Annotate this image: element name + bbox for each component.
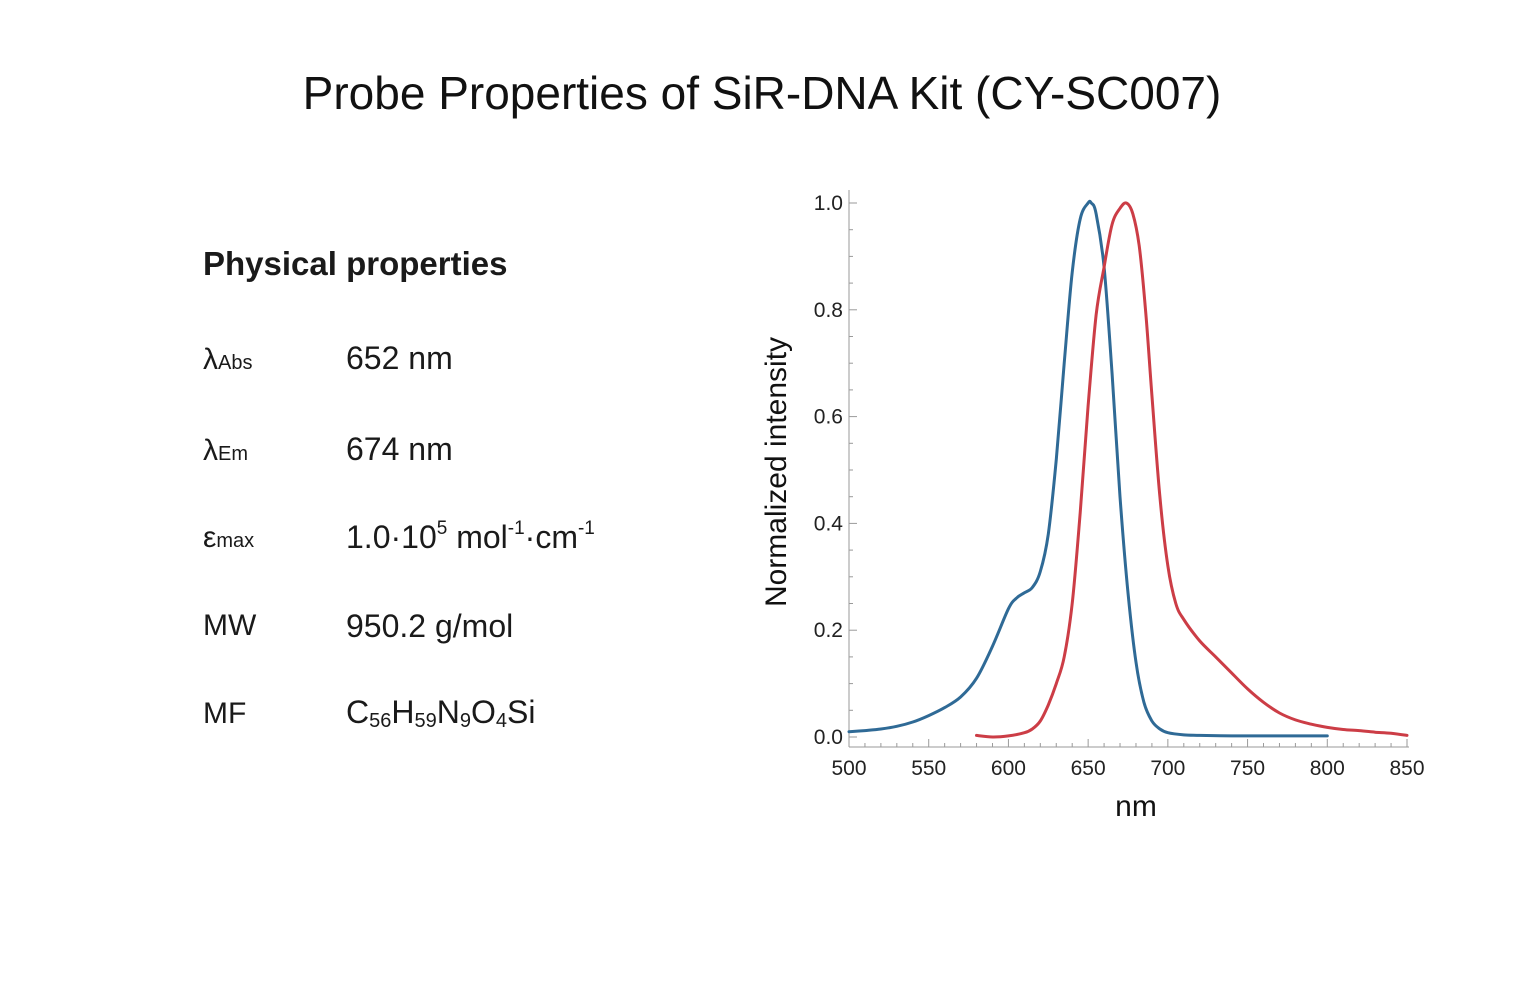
x-axis-title: nm	[1115, 790, 1157, 823]
x-tick-label: 850	[1389, 757, 1424, 780]
x-tick-label: 750	[1230, 757, 1265, 780]
page-title: Probe Properties of SiR-DNA Kit (CY-SC00…	[302, 67, 1222, 119]
x-tick-label: 650	[1071, 757, 1106, 780]
mw-value: 950.2 g/mol	[346, 608, 514, 644]
y-tick-label: 0.4	[814, 512, 844, 535]
chart-axes: 0.0 0.2 0.4 0.6 0.8 1.0 500 550 600 650 700 750 800 8…	[814, 190, 1425, 780]
x-tick-label: 800	[1310, 757, 1345, 780]
absorption-curve	[847, 199, 1329, 738]
y-tick-label: 0.2	[814, 619, 843, 642]
lambda-em-label: λEm	[203, 434, 248, 467]
x-tick-label: 600	[991, 757, 1026, 780]
x-tick-label: 700	[1150, 757, 1185, 780]
lambda-em-value: 674 nm	[346, 431, 453, 467]
epsilon-max-value: 1.0·105 mol-1·cm-1	[346, 518, 595, 555]
chart-series	[847, 199, 1409, 739]
y-tick-label: 0.0	[814, 726, 843, 749]
epsilon-max-label: εmax	[203, 521, 255, 554]
x-tick-label: 500	[831, 757, 866, 780]
y-tick-label: 1.0	[814, 192, 843, 215]
mw-label: MW	[203, 609, 257, 642]
y-axis-title: Normalized intensity	[760, 337, 793, 607]
properties-heading: Physical properties	[203, 245, 508, 282]
emission-curve	[975, 201, 1409, 739]
lambda-abs-label: λAbs	[203, 343, 253, 376]
mf-value: C56H59N9O4Si	[346, 694, 536, 732]
x-tick-label: 550	[911, 757, 946, 780]
y-tick-label: 0.6	[814, 406, 843, 429]
lambda-abs-value: 652 nm	[346, 340, 453, 376]
mf-label: MF	[203, 697, 247, 730]
y-tick-label: 0.8	[814, 299, 843, 322]
